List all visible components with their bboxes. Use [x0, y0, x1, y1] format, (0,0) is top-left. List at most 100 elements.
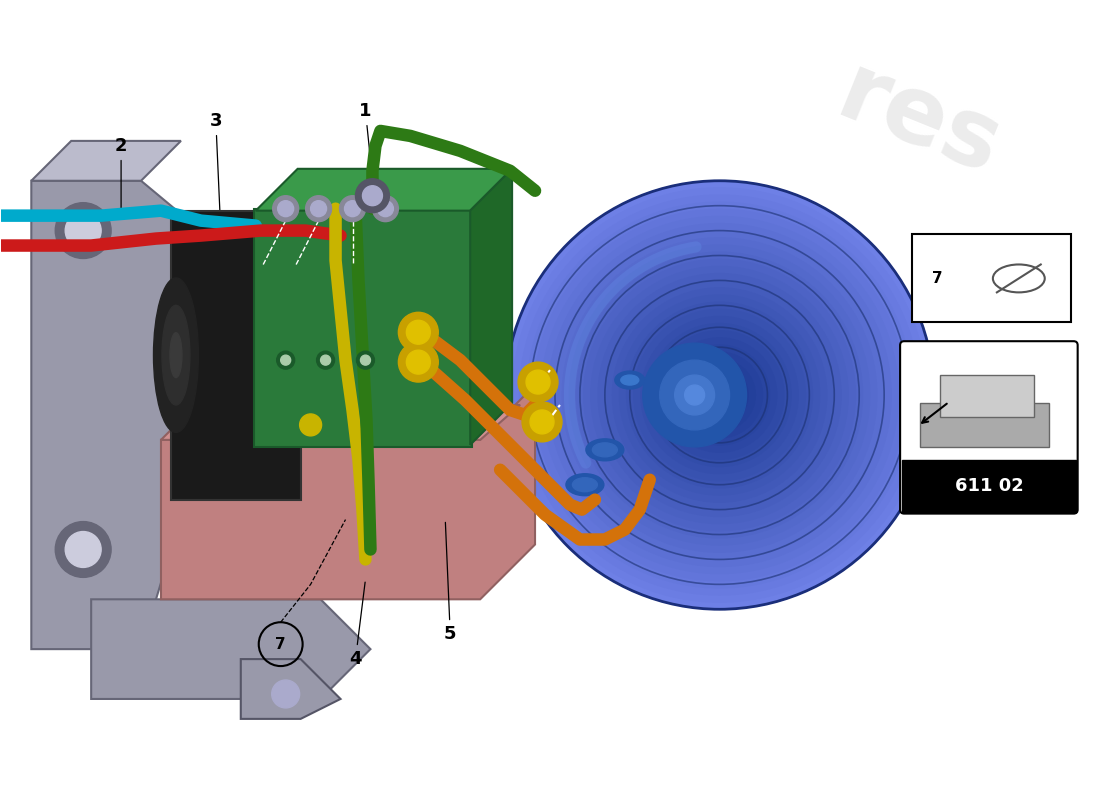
Circle shape [570, 245, 870, 545]
Text: 3: 3 [210, 112, 222, 230]
Circle shape [277, 201, 294, 217]
Circle shape [591, 266, 848, 523]
Circle shape [541, 217, 899, 574]
Circle shape [65, 531, 101, 567]
Polygon shape [241, 659, 341, 719]
Circle shape [277, 351, 295, 369]
Circle shape [344, 201, 361, 217]
Circle shape [273, 196, 298, 222]
FancyBboxPatch shape [920, 403, 1048, 447]
Text: 7: 7 [275, 637, 286, 652]
Polygon shape [255, 169, 513, 210]
Polygon shape [31, 181, 201, 649]
Circle shape [398, 342, 438, 382]
Circle shape [584, 259, 856, 530]
Polygon shape [31, 141, 180, 181]
Circle shape [356, 351, 374, 369]
Circle shape [648, 323, 791, 466]
Circle shape [662, 338, 777, 452]
Circle shape [713, 388, 727, 402]
Circle shape [562, 238, 877, 552]
Circle shape [641, 317, 799, 474]
Ellipse shape [572, 478, 597, 492]
Circle shape [355, 178, 389, 213]
Circle shape [656, 330, 784, 459]
Circle shape [55, 202, 111, 258]
Text: 5: 5 [444, 522, 456, 643]
Circle shape [320, 355, 331, 365]
Text: 2: 2 [114, 137, 128, 208]
Polygon shape [470, 169, 513, 445]
Circle shape [398, 312, 438, 352]
FancyBboxPatch shape [912, 234, 1070, 322]
Circle shape [634, 310, 805, 481]
Circle shape [698, 374, 741, 417]
Circle shape [280, 355, 290, 365]
Text: res: res [824, 47, 1014, 195]
Ellipse shape [615, 371, 645, 389]
Circle shape [513, 188, 927, 602]
Ellipse shape [593, 443, 617, 457]
Circle shape [642, 343, 747, 447]
Circle shape [373, 196, 398, 222]
Polygon shape [161, 385, 535, 599]
Polygon shape [91, 599, 371, 699]
Polygon shape [170, 210, 300, 500]
Text: 6: 6 [425, 282, 472, 330]
Circle shape [530, 410, 554, 434]
Circle shape [598, 274, 842, 517]
Circle shape [522, 402, 562, 442]
Ellipse shape [620, 375, 639, 385]
Circle shape [526, 370, 550, 394]
Circle shape [684, 359, 756, 430]
Circle shape [548, 224, 891, 566]
Circle shape [406, 350, 430, 374]
Circle shape [684, 385, 705, 405]
Ellipse shape [170, 333, 182, 378]
Ellipse shape [993, 265, 1045, 292]
Circle shape [299, 414, 321, 436]
Circle shape [406, 320, 430, 344]
Ellipse shape [154, 278, 198, 432]
Ellipse shape [566, 474, 604, 496]
Circle shape [65, 213, 101, 249]
Circle shape [627, 302, 813, 488]
Text: 4: 4 [349, 582, 365, 668]
Ellipse shape [586, 439, 624, 461]
Circle shape [576, 252, 862, 538]
Text: 7: 7 [932, 271, 943, 286]
FancyBboxPatch shape [254, 209, 472, 447]
Circle shape [518, 362, 558, 402]
Circle shape [377, 201, 394, 217]
Circle shape [605, 281, 834, 510]
Circle shape [691, 366, 748, 423]
Circle shape [660, 360, 729, 430]
Circle shape [519, 195, 920, 595]
Circle shape [306, 196, 331, 222]
Text: 1: 1 [360, 102, 372, 176]
Circle shape [619, 295, 820, 495]
Circle shape [527, 202, 913, 588]
FancyBboxPatch shape [900, 342, 1078, 514]
Circle shape [272, 680, 299, 708]
Circle shape [317, 351, 334, 369]
Circle shape [705, 381, 734, 410]
Ellipse shape [162, 306, 190, 405]
Circle shape [670, 345, 770, 445]
Text: 611 02: 611 02 [955, 477, 1023, 494]
Circle shape [361, 355, 371, 365]
Text: automotive parts since 1985: automotive parts since 1985 [754, 237, 945, 324]
Circle shape [505, 181, 934, 610]
Circle shape [676, 352, 762, 438]
Circle shape [310, 201, 327, 217]
Circle shape [556, 230, 884, 559]
Polygon shape [161, 405, 520, 440]
FancyBboxPatch shape [940, 375, 1034, 417]
Circle shape [55, 522, 111, 578]
Circle shape [363, 186, 383, 206]
Circle shape [613, 288, 827, 502]
Circle shape [534, 210, 905, 581]
Circle shape [340, 196, 365, 222]
FancyBboxPatch shape [902, 460, 1076, 512]
Circle shape [674, 375, 715, 415]
